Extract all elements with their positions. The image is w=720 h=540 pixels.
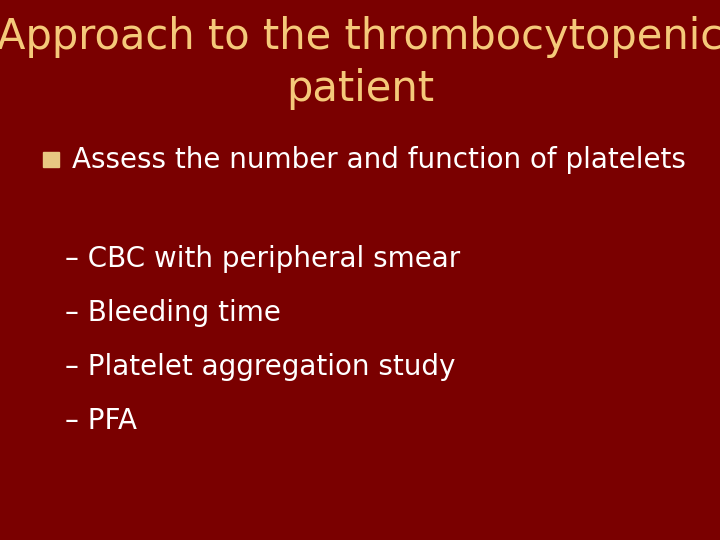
Bar: [43, 152, 59, 167]
Text: – CBC with peripheral smear: – CBC with peripheral smear: [65, 245, 460, 273]
Text: Approach to the thrombocytopenic
patient: Approach to the thrombocytopenic patient: [0, 16, 720, 110]
Text: – PFA: – PFA: [65, 407, 137, 435]
Text: – Bleeding time: – Bleeding time: [65, 299, 281, 327]
Text: Assess the number and function of platelets: Assess the number and function of platel…: [72, 146, 686, 174]
Text: – Platelet aggregation study: – Platelet aggregation study: [65, 353, 455, 381]
